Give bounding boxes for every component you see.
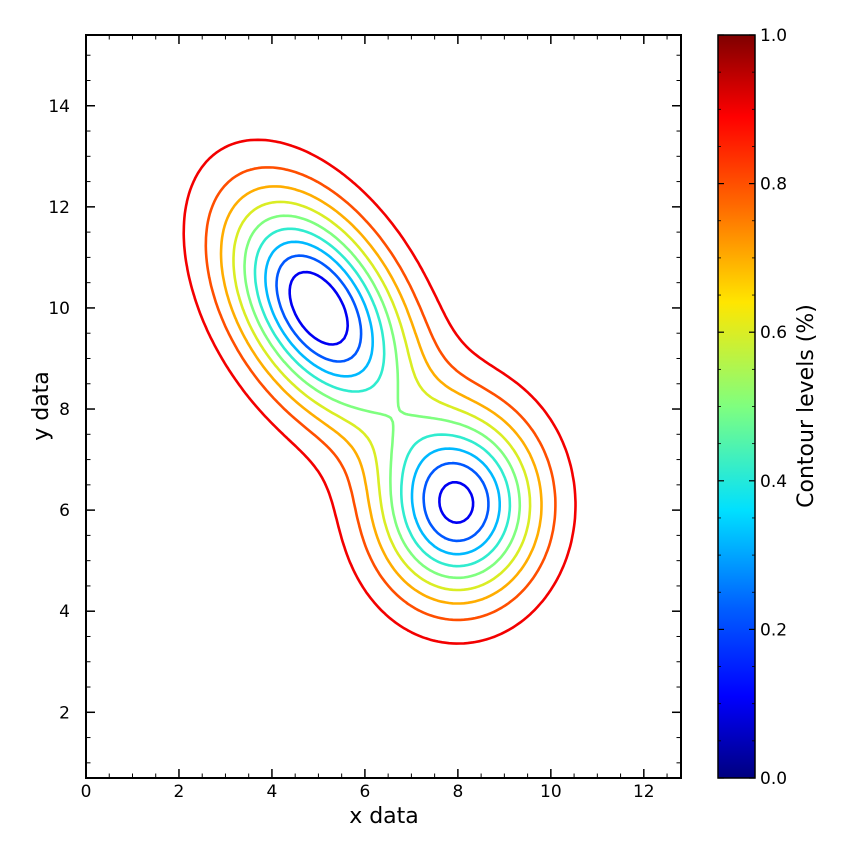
contour-level-0.4 <box>253 227 512 568</box>
contour-level-0.6 <box>232 200 532 592</box>
colorbar-tick-label: 1.0 <box>760 26 787 46</box>
plot-frame <box>85 34 682 779</box>
y-tick-label: 12 <box>48 198 70 218</box>
y-tick-label: 6 <box>59 501 70 521</box>
x-axis-label: x data <box>349 804 419 829</box>
x-tick-label: 8 <box>452 782 463 802</box>
x-tick-label: 12 <box>633 782 655 802</box>
colorbar-tick-label: 0.0 <box>760 769 787 789</box>
contour-level-0.9 <box>182 138 577 645</box>
colorbar-tick-label: 0.2 <box>760 620 787 640</box>
x-tick-label: 0 <box>81 782 92 802</box>
y-tick-label: 8 <box>59 400 70 420</box>
contour-level-0.5 <box>243 214 522 580</box>
x-tick-label: 4 <box>267 782 278 802</box>
contour-level-0.3 <box>264 240 501 556</box>
contour-level-0.1 <box>288 270 475 524</box>
y-axis-label: y data <box>29 371 54 441</box>
x-tick-label: 10 <box>540 782 562 802</box>
y-tick-label: 4 <box>59 602 70 622</box>
x-ticks: 0 2 4 6 8 10 12 <box>81 35 668 802</box>
y-tick-label: 2 <box>59 703 70 723</box>
colorbar-tick-label: 0.8 <box>760 175 787 195</box>
colorbar-tick-label: 0.6 <box>760 323 787 343</box>
y-tick-label: 14 <box>48 97 70 117</box>
colorbar <box>717 34 756 779</box>
colorbar-tick-label: 0.4 <box>760 472 787 492</box>
contour-level-0.2 <box>275 254 490 543</box>
x-tick-label: 6 <box>359 782 370 802</box>
colorbar-label: Contour levels (%) <box>794 304 819 508</box>
contour-level-0.7 <box>219 185 543 605</box>
contour-level-0.8 <box>204 166 557 622</box>
y-tick-label: 10 <box>48 299 70 319</box>
contour-lines <box>182 138 577 645</box>
y-ticks: 2 4 6 8 10 12 14 <box>48 54 681 764</box>
x-tick-label: 2 <box>174 782 185 802</box>
colorbar-ticks: 0.0 0.2 0.4 0.6 0.8 1.0 <box>718 26 787 789</box>
